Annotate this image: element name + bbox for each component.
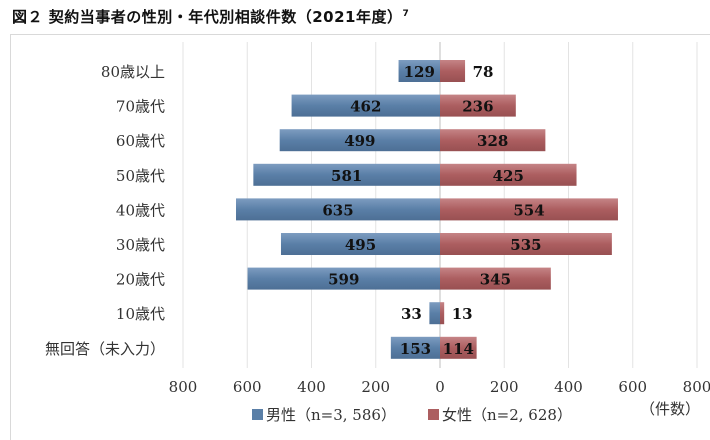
category-label: 30歳代: [116, 236, 165, 254]
category-label: 80歳以上: [101, 63, 165, 81]
x-tick-label: 200: [361, 378, 390, 396]
data-label: 33: [401, 305, 422, 323]
x-tick-label: 400: [297, 378, 326, 396]
data-label: 236: [462, 98, 493, 116]
bar-male: [429, 302, 440, 325]
x-tick-label: 0: [435, 378, 445, 396]
data-label: 425: [493, 167, 524, 185]
chart-frame: [10, 34, 710, 440]
data-label: 635: [322, 201, 353, 219]
bar-male: [236, 198, 440, 221]
bar-male: [390, 336, 440, 359]
bar-female: [440, 94, 516, 117]
x-tick-label: 600: [618, 378, 647, 396]
bar-female: [440, 60, 466, 82]
chart-title-text: 図２ 契約当事者の性別・年代別相談件数（2021年度）: [12, 8, 403, 26]
data-label: 581: [331, 167, 362, 185]
x-tick-label: 200: [490, 378, 519, 396]
data-label: 495: [345, 236, 376, 254]
data-label: 554: [513, 201, 544, 219]
legend-swatch-male: [252, 409, 263, 420]
category-label: 20歳代: [116, 271, 165, 289]
x-tick-label: 600: [233, 378, 262, 396]
legend-label-female: 女性（n=2, 628）: [442, 406, 572, 424]
bar-male: [253, 163, 440, 186]
chart-title: 図２ 契約当事者の性別・年代別相談件数（2021年度）7: [12, 6, 409, 27]
bar-male: [279, 129, 440, 152]
x-axis-label: （件数）: [640, 400, 700, 418]
category-label: 10歳代: [116, 305, 165, 323]
data-label: 499: [344, 132, 375, 150]
bar-male: [398, 60, 440, 82]
data-label: 114: [443, 340, 474, 358]
bar-male: [247, 267, 440, 290]
category-label: 60歳代: [116, 132, 165, 150]
category-label: 無回答（未入力）: [45, 340, 165, 358]
bar-female: [440, 302, 445, 325]
x-tick-label: 800: [169, 378, 198, 396]
bar-male: [291, 94, 440, 117]
x-tick-label: 400: [554, 378, 583, 396]
data-label: 153: [400, 340, 431, 358]
category-label: 70歳代: [116, 98, 165, 116]
footnote-marker: 7: [402, 9, 410, 19]
data-label: 599: [328, 271, 359, 289]
data-label: 345: [480, 271, 511, 289]
category-label: 40歳代: [116, 201, 165, 219]
bar-female: [440, 336, 477, 359]
bar-female: [440, 163, 577, 186]
data-label: 462: [350, 98, 381, 116]
bar-female: [440, 129, 546, 152]
legend-swatch-female: [428, 409, 439, 420]
data-label: 129: [404, 63, 435, 81]
data-label: 78: [473, 63, 494, 81]
data-label: 13: [452, 305, 473, 323]
category-label: 50歳代: [116, 167, 165, 185]
x-tick-label: 800: [683, 378, 710, 396]
data-label: 328: [477, 132, 508, 150]
bar-female: [440, 233, 612, 255]
legend-label-male: 男性（n=3, 586）: [266, 406, 396, 424]
bar-male: [280, 233, 440, 255]
data-label: 535: [510, 236, 541, 254]
bar-female: [440, 198, 618, 221]
bar-female: [440, 267, 551, 290]
